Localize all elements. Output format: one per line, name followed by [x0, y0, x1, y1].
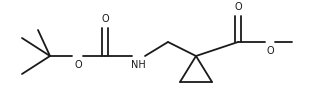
- Text: O: O: [101, 14, 109, 24]
- Text: O: O: [266, 46, 274, 56]
- Text: O: O: [74, 60, 82, 70]
- Text: NH: NH: [131, 60, 145, 70]
- Text: O: O: [234, 2, 242, 12]
